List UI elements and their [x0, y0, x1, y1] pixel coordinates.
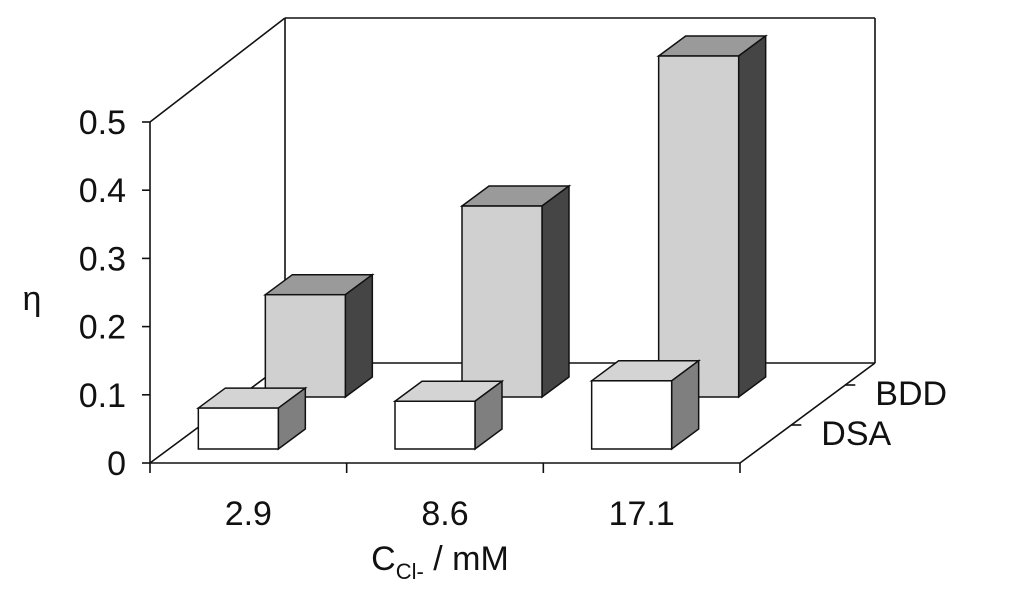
- series-depth-label: DSA: [821, 415, 891, 453]
- bar-side-face: [344, 273, 374, 399]
- bar-front-face: [394, 400, 476, 450]
- x-tick-label: 17.1: [609, 495, 675, 533]
- x-axis-title-unit: / mM: [424, 540, 509, 578]
- bar: [589, 359, 701, 451]
- bar-front-face: [461, 205, 543, 398]
- x-axis-title-subscript: Cl-: [396, 559, 424, 584]
- y-tick-label: 0.2: [79, 309, 126, 347]
- y-tick-label: 0.1: [79, 377, 126, 415]
- bar: [392, 379, 505, 451]
- bar: [656, 34, 768, 399]
- x-axis-title: CCl- / mM: [371, 540, 509, 584]
- back-wall-top-diagonal: [149, 17, 286, 123]
- bar-front-face: [590, 380, 673, 450]
- floor-right-edge: [739, 362, 876, 464]
- bar-front-face: [197, 407, 280, 450]
- y-tick-label: 0.5: [79, 104, 126, 142]
- y-axis-title: η: [23, 280, 42, 318]
- series-depth-label: BDD: [875, 375, 947, 413]
- bar: [263, 273, 375, 399]
- bar-side-face: [541, 184, 570, 399]
- y-tick-label: 0.4: [79, 172, 126, 210]
- bars-layer: [196, 34, 768, 451]
- x-tick-label: 8.6: [421, 495, 468, 533]
- x-axis-title-main: C: [371, 540, 396, 578]
- bar: [196, 386, 308, 451]
- bar-front-face: [657, 55, 740, 398]
- bar-side-face: [737, 34, 767, 399]
- y-tick-label: 0: [107, 445, 126, 483]
- y-tick-label: 0.3: [79, 240, 126, 278]
- bar: [459, 184, 572, 399]
- x-tick-label: 2.9: [225, 495, 272, 533]
- bar-front-face: [264, 293, 347, 398]
